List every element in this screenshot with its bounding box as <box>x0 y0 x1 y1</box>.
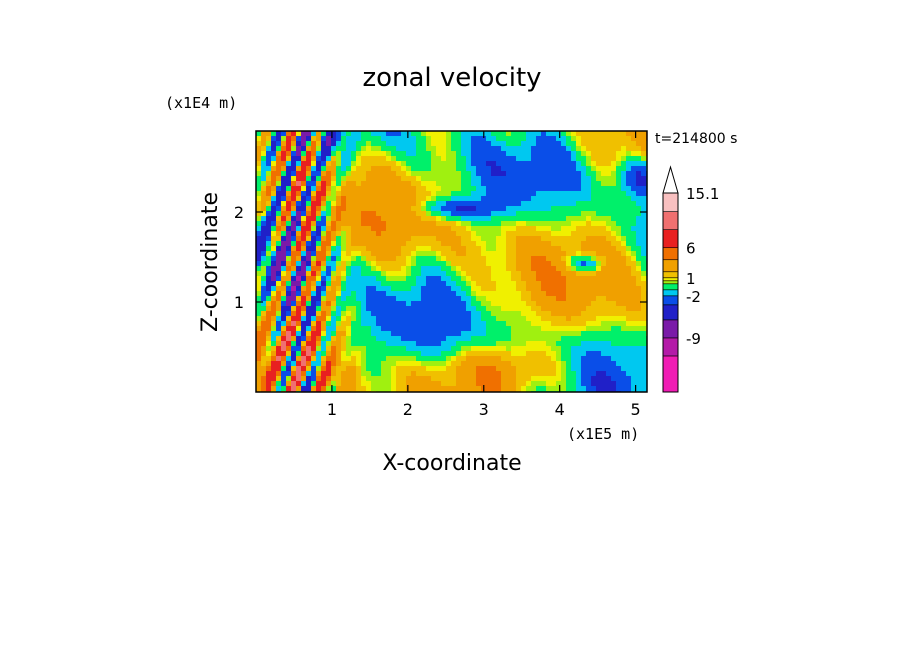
colorbar-bin <box>662 259 679 273</box>
colorbar-bin <box>662 304 679 321</box>
colorbar-bin <box>662 277 679 282</box>
y-tick-label: 1 <box>234 293 244 312</box>
colorbar-bin <box>662 283 679 291</box>
colorbar-bin <box>662 337 679 357</box>
colorbar-extend-arrow <box>662 165 679 194</box>
x-axis-ticks: 1 2 3 4 5 <box>327 131 641 419</box>
x-tick-label: 2 <box>403 400 413 419</box>
colorbar-bin <box>662 319 679 339</box>
colorbar-frame <box>662 192 679 393</box>
x-tick-label: 1 <box>327 400 337 419</box>
plot-frame <box>255 130 648 393</box>
y-axis-ticks: 12 <box>234 203 647 312</box>
colorbar-bin <box>662 192 679 212</box>
colorbar-bin <box>662 280 679 285</box>
colorbar-bin <box>662 289 679 297</box>
x-tick-label: 5 <box>631 400 641 419</box>
colorbar-label: -9 <box>686 330 701 348</box>
colorbar-bin <box>662 295 679 306</box>
x-tick-label: 4 <box>555 400 565 419</box>
velocity-field <box>256 131 647 392</box>
y-tick-label: 2 <box>234 203 244 222</box>
y-unit-label: (x1E4 m) <box>165 94 237 112</box>
colorbar-bin <box>662 211 679 230</box>
colorbar: 15.1 6 1-2 -9 <box>662 165 719 393</box>
colorbar-label: -2 <box>686 288 701 306</box>
time-label: t=214800 s <box>655 131 737 147</box>
x-tick-label: 3 <box>479 400 489 419</box>
colorbar-label: 6 <box>686 240 696 258</box>
colorbar-bin <box>662 271 679 279</box>
colorbar-bin <box>662 355 679 393</box>
x-axis-label: X-coordinate <box>382 451 521 476</box>
colorbar-label: 15.1 <box>686 185 719 203</box>
x-unit-label: (x1E5 m) <box>567 425 639 443</box>
y-axis-label: Z-coordinate <box>198 192 223 332</box>
colorbar-bin <box>662 229 679 249</box>
colorbar-bin <box>662 247 679 261</box>
chart-title: zonal velocity <box>362 63 541 93</box>
colorbar-label: 1 <box>686 270 696 288</box>
